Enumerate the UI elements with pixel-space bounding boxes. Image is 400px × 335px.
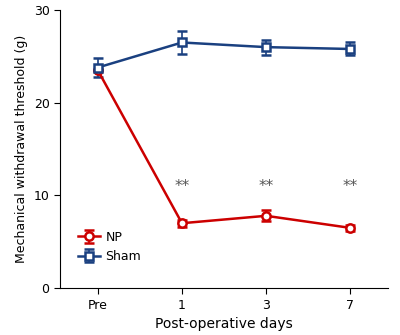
Y-axis label: Mechanical withdrawal threshold (g): Mechanical withdrawal threshold (g) xyxy=(15,35,28,263)
X-axis label: Post-operative days: Post-operative days xyxy=(155,317,293,331)
Text: **: ** xyxy=(342,179,358,194)
Legend: NP, Sham: NP, Sham xyxy=(73,226,146,268)
Text: **: ** xyxy=(258,179,274,194)
Text: **: ** xyxy=(174,179,190,194)
